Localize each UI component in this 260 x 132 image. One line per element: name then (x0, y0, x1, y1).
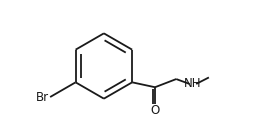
Text: NH: NH (184, 77, 201, 90)
Text: Br: Br (36, 91, 49, 103)
Text: O: O (150, 104, 160, 117)
